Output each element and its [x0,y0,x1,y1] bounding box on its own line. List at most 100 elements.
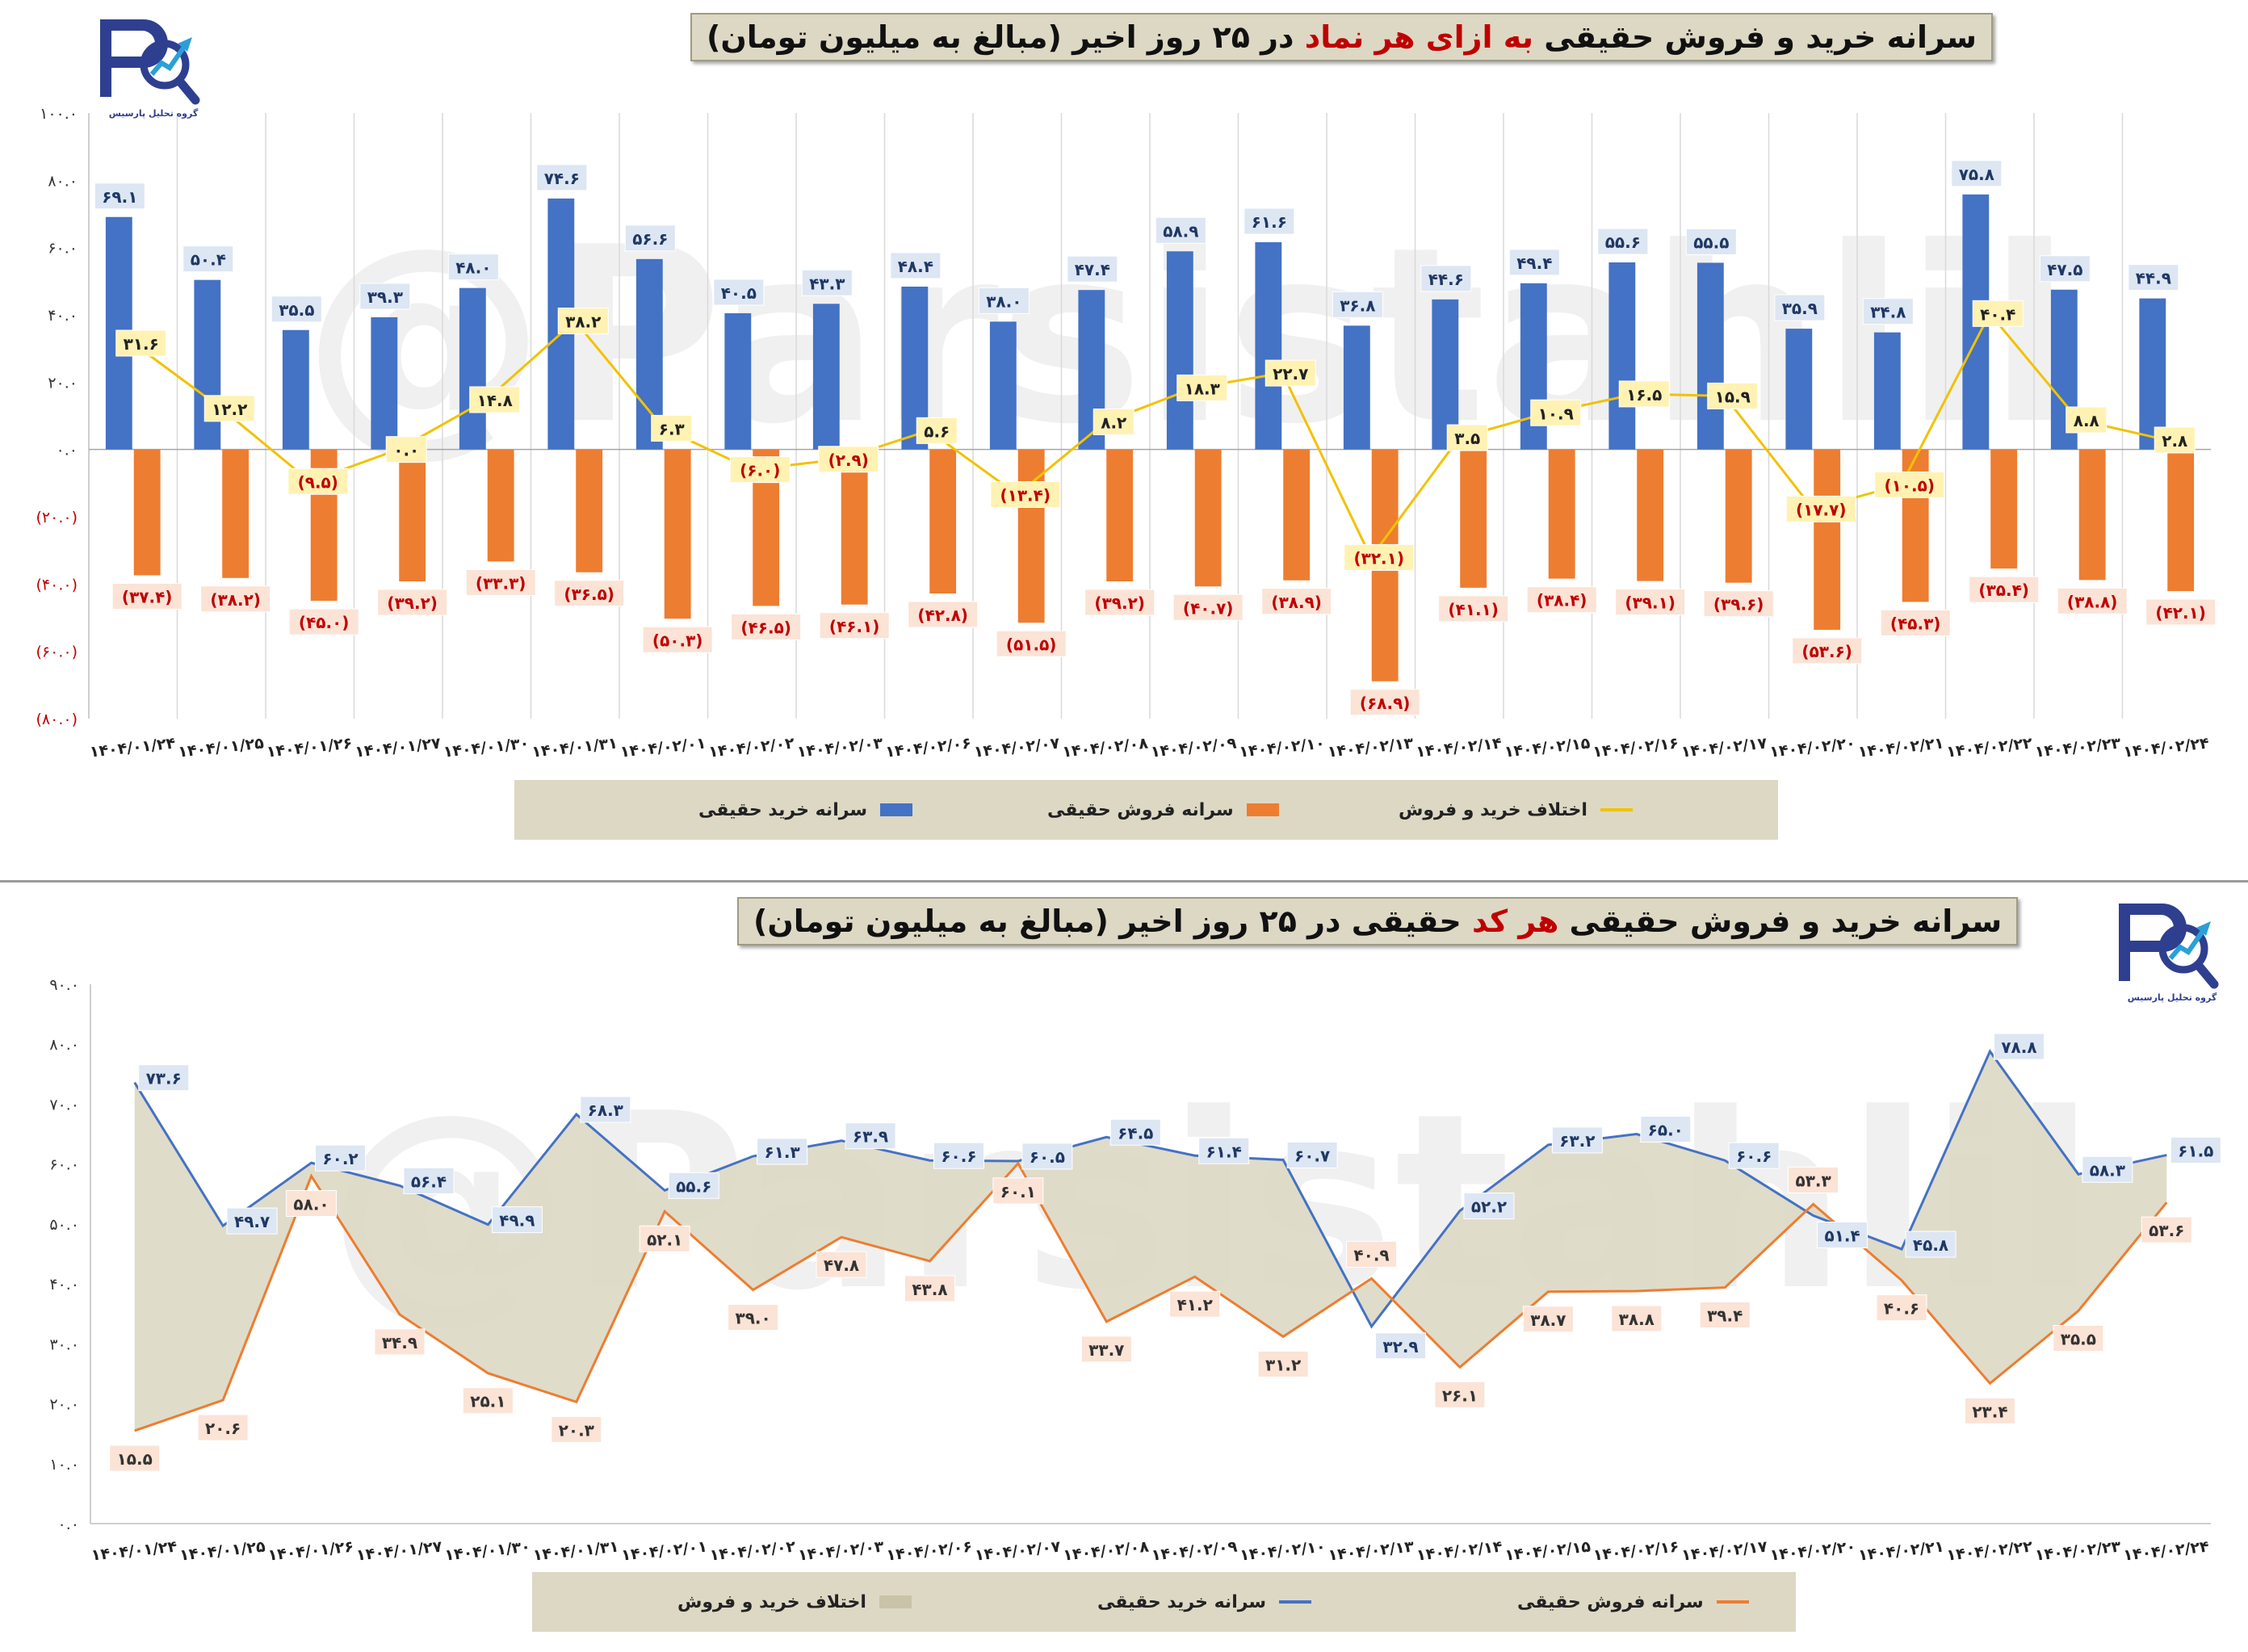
x-tick-label: ۱۴۰۴/۰۲/۱۳ [1327,734,1415,761]
sell-bar [1106,449,1134,581]
sell-data-label: ۳۸.۸ [1619,1310,1655,1329]
diff-area [134,1051,2167,1431]
sell-bar [1814,449,1841,630]
x-tick-label: ۱۴۰۴/۰۱/۲۵ [178,1537,266,1564]
buy-data-label-bg [801,269,853,296]
sell-data-label-bg [728,1304,779,1331]
sell-data-label-bg [819,612,890,639]
legend-label-buy: سرانه خرید حقیقی [698,799,868,820]
diff-data-label-bg [1972,300,2024,327]
sell-bar [1194,449,1222,587]
sell-data-label-bg [1172,593,1244,621]
sell-data-label: (۵۳.۶) [1801,642,1852,661]
buy-data-label: ۴۹.۹ [499,1211,535,1231]
diff-data-label-bg [1618,380,1670,408]
sell-data-label: (۵۱.۵) [1006,635,1057,654]
diff-data-label-bg [1093,409,1134,435]
sell-bar [576,449,603,572]
sell-data-label: (۴۵.۰) [299,613,350,632]
y-tick-label: ۵۰.۰ [49,1216,79,1234]
legend-item-buy: سرانه خرید حقیقی [1097,1572,1312,1632]
diff-data-label-bg [2154,426,2196,454]
diff-data-label: ۵.۶ [924,421,950,441]
sell-data-label: ۳۹.۴ [1707,1306,1743,1326]
buy-data-label: ۶۵.۰ [1648,1121,1684,1140]
y-tick-label: ۸۰.۰ [48,172,78,190]
sell-data-label: (۳۸.۴) [1537,591,1587,610]
bottom-title-highlight: هر کد [1472,904,1559,939]
sell-data-label: ۵۳.۳ [1796,1171,1831,1190]
diff-data-label: (۱۰.۵) [1885,476,1936,495]
diff-data-label: ۰.۰ [393,441,419,460]
sell-bar [2078,449,2106,581]
top-chart-title: سرانه خرید و فروش حقیقی به ازای هر نماد … [690,13,1994,61]
x-tick-label: ۱۴۰۴/۰۲/۲۱ [1857,1538,1944,1565]
diff-data-label: ۱۲.۲ [212,400,247,419]
x-tick-label: ۱۴۰۴/۰۲/۰۸ [1061,734,1149,761]
sell-data-label-bg [2141,1216,2192,1243]
y-tick-label: ۸۰.۰ [49,1036,79,1054]
buy-data-label-bg [1244,208,1295,235]
sell-data-label: ۲۵.۱ [470,1392,505,1411]
diff-data-label-bg [203,395,255,422]
legend-swatch-diff [1600,808,1633,811]
diff-data-label-bg [557,308,609,334]
buy-bar [459,287,486,450]
sell-data-label-bg [2053,1325,2104,1352]
buy-data-label: ۶۰.۵ [1030,1147,1065,1167]
buy-bar [1343,325,1370,450]
buy-data-label-bg [713,279,765,306]
sell-data-label: ۳۸.۷ [1530,1310,1566,1330]
buy-data-label-bg [668,1172,719,1199]
buy-bar [1696,262,1724,450]
x-tick-label: ۱۴۰۴/۰۲/۱۷ [1680,1537,1768,1564]
sell-data-label-bg [1611,1305,1663,1332]
buy-data-label: ۵۸.۳ [2090,1160,2125,1180]
buy-data-label: ۵۲.۲ [1471,1197,1507,1217]
buy-data-label-bg [1685,228,1737,255]
sell-data-label: (۳۸.۸) [2067,592,2118,611]
parsis-tahlil-logo-icon: گروه تحلیل پارسیس [97,15,210,119]
buy-data-label: ۳۵.۵ [279,300,314,320]
diff-data-label: ۲.۸ [2162,431,2187,451]
sell-data-label: ۱۵.۵ [117,1449,153,1469]
buy-data-label-bg [403,1167,455,1194]
buy-data-label: ۴۳.۳ [809,274,845,293]
sell-data-label-bg [1699,1302,1751,1329]
x-tick-label: ۱۴۰۴/۰۲/۲۱ [1857,735,1944,761]
diff-data-label: (۶.۰) [740,461,780,480]
sell-data-label: (۴۶.۱) [829,617,880,636]
sell-data-label: (۳۹.۱) [1625,593,1676,613]
sell-data-label: (۳۷.۴) [122,588,173,607]
legend-item-buy: سرانه خرید حقیقی [698,780,913,840]
diff-data-label: ۴۰.۴ [1980,304,2015,324]
y-tick-label: ۱۰۰.۰ [40,105,78,123]
x-tick-label: ۱۴۰۴/۰۱/۳۰ [442,735,530,761]
buy-data-label-bg [1551,1126,1603,1154]
y-tick-label: (۲۰.۰) [36,509,78,526]
x-tick-label: ۱۴۰۴/۰۱/۲۵ [177,734,265,761]
x-tick-label: ۱۴۰۴/۰۲/۱۷ [1680,734,1768,761]
sell-data-label-bg [197,1414,249,1441]
sell-data-label-bg [377,589,448,616]
y-tick-label: (۶۰.۰) [36,644,78,661]
x-tick-label: ۱۴۰۴/۰۲/۰۱ [619,735,707,761]
buy-data-label: ۵۶.۴ [411,1172,447,1191]
x-tick-label: ۱۴۰۴/۰۱/۳۱ [531,735,618,761]
legend-swatch-sell [1716,1600,1749,1604]
buy-data-label-bg [1597,228,1649,255]
sell-data-label-bg [200,585,271,613]
buy-data-label: ۶۱.۳ [765,1143,800,1162]
legend-label-sell: سرانه فروش حقیقی [1047,799,1234,820]
sell-data-label: (۳۸.۲) [210,590,261,610]
buy-data-label-bg [845,1122,896,1150]
diff-data-label-bg [729,456,791,484]
sell-bar [1990,449,2018,569]
sell-series-line [134,1161,2168,1432]
sell-data-label-bg [1169,1290,1221,1318]
sell-data-label: (۳۹.۶) [1713,595,1764,614]
sell-data-label: ۳۴.۹ [382,1333,417,1352]
y-tick-label: ۳۰.۰ [49,1335,79,1353]
buy-data-label-bg [1951,160,2003,187]
diff-data-label-bg [1264,359,1316,387]
